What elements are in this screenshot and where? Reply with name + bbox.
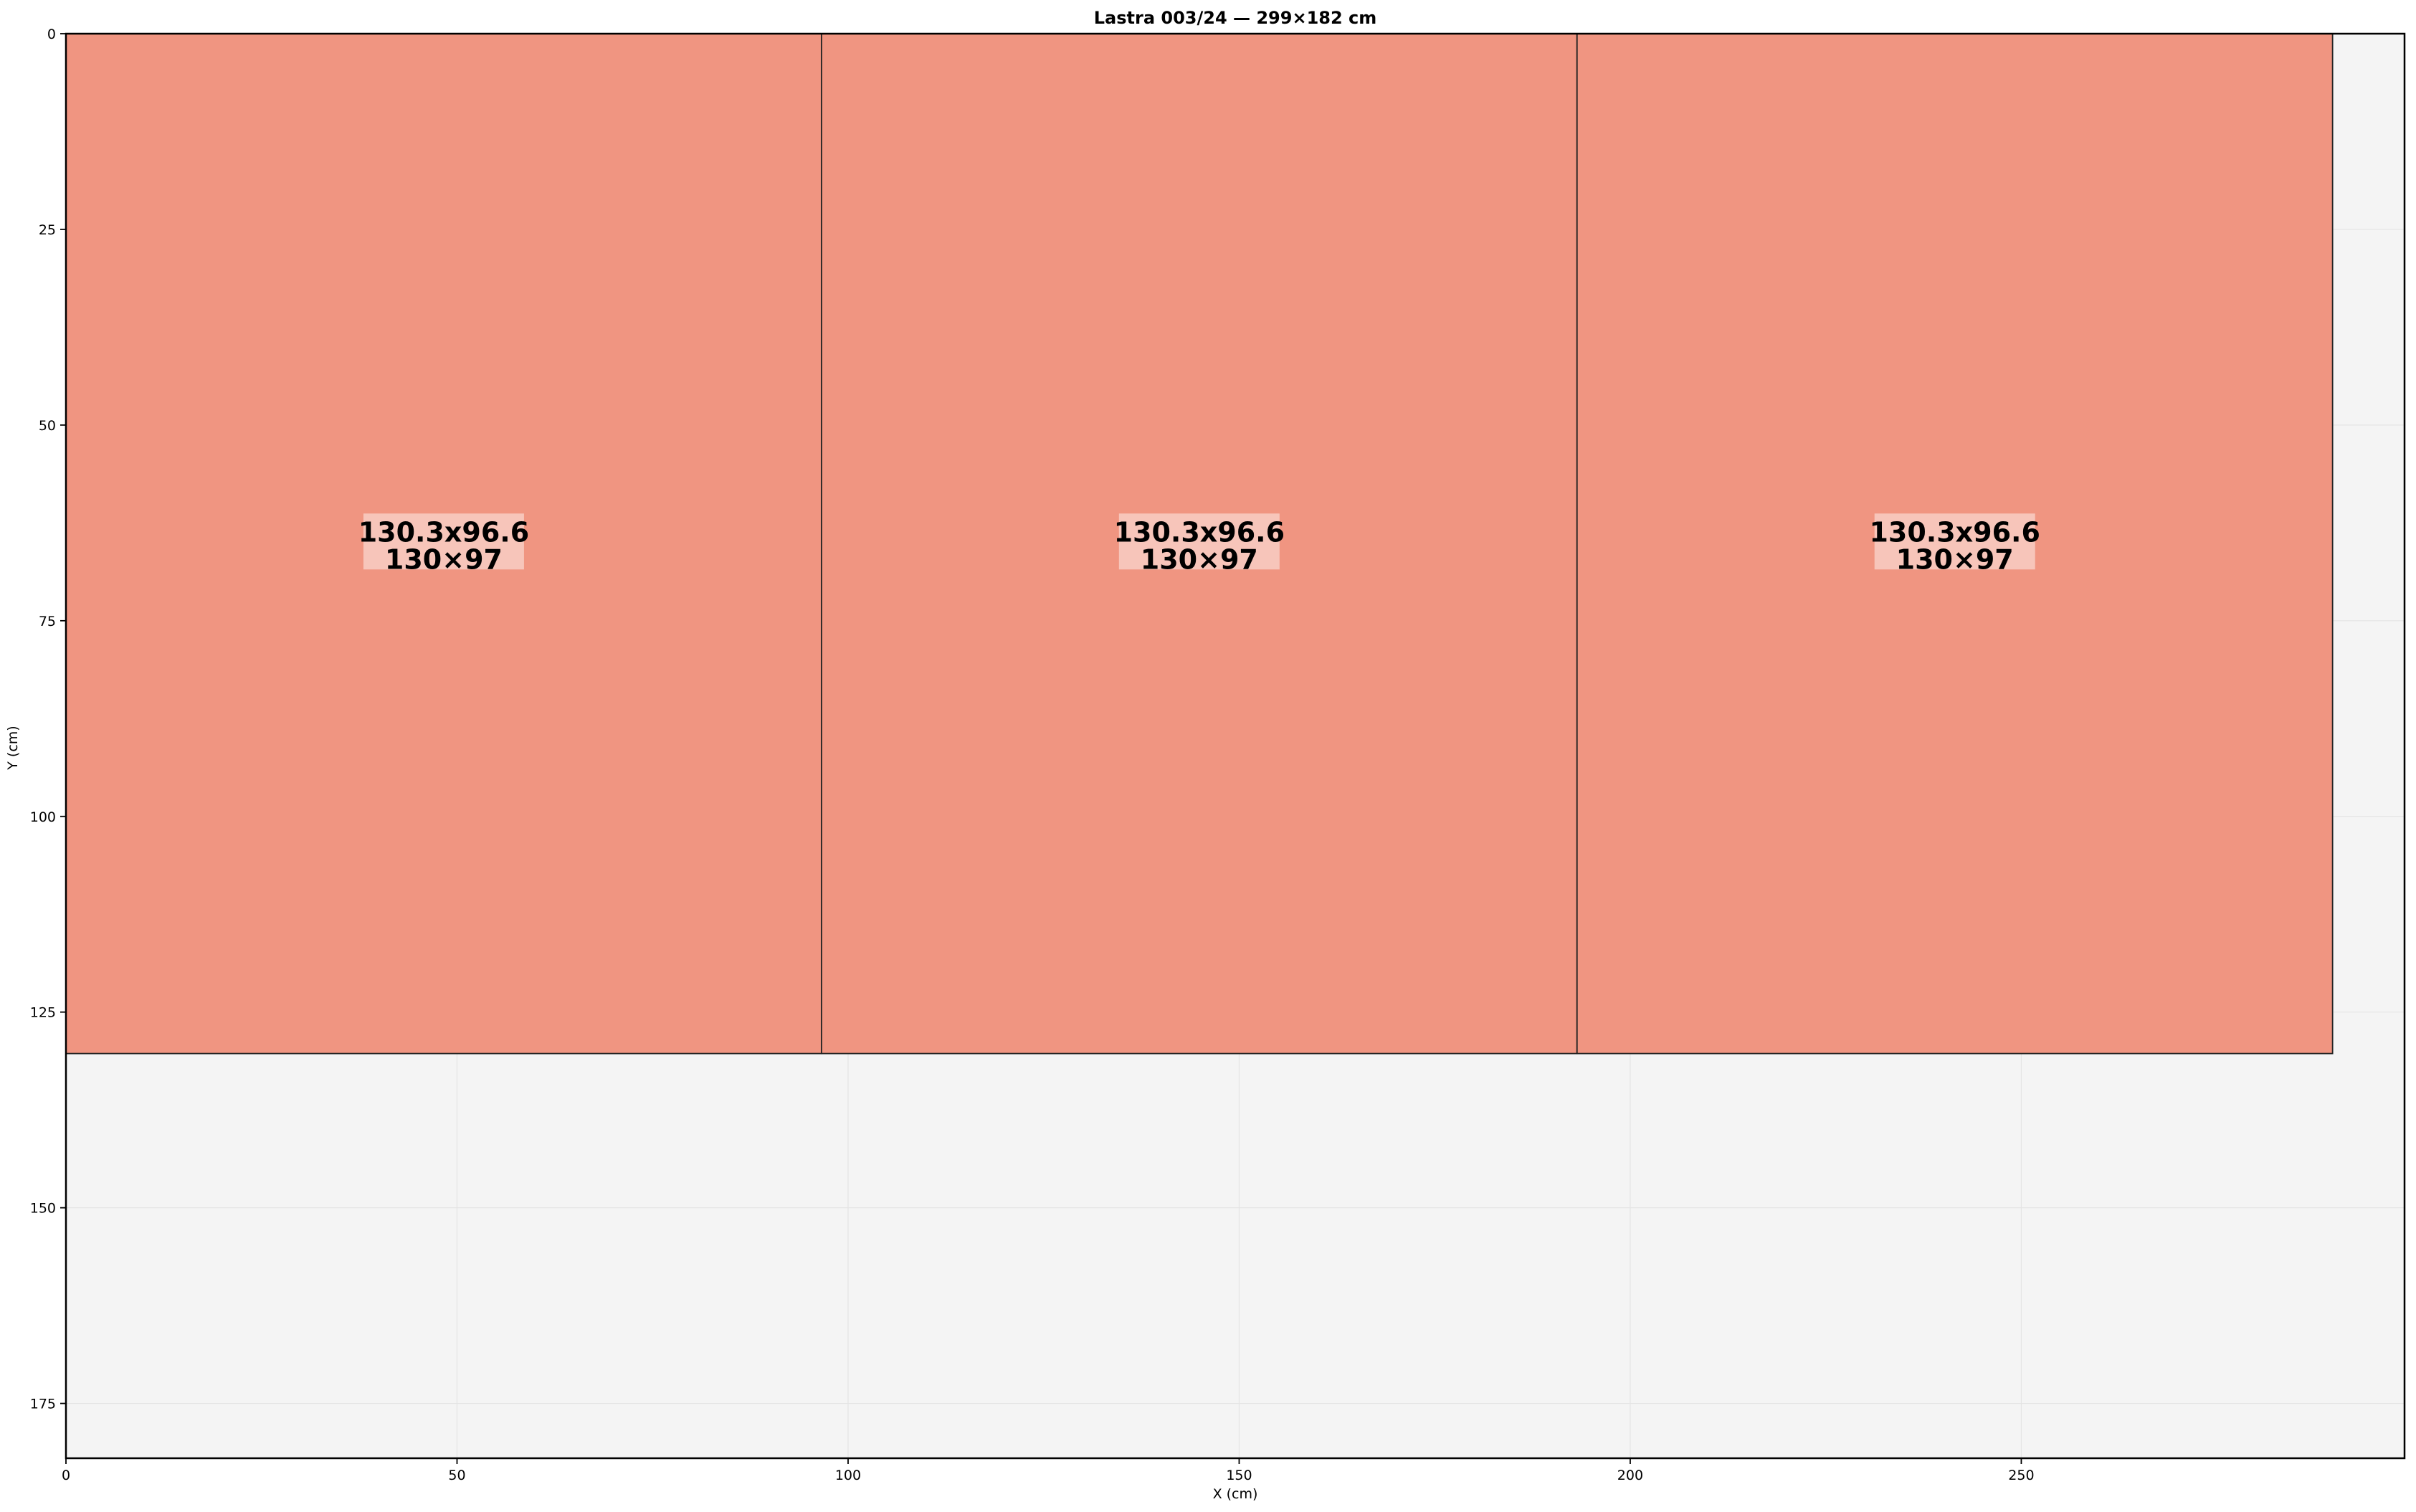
x-axis-label: X (cm) <box>1213 1486 1258 1502</box>
piece-label-measured: 130.3x96.6 <box>1869 516 2040 548</box>
piece-label-nominal: 130×97 <box>385 543 503 575</box>
y-tick-label: 100 <box>30 809 56 825</box>
y-tick-label: 150 <box>30 1201 56 1217</box>
y-axis-label: Y (cm) <box>5 726 21 770</box>
piece-label-box <box>1118 513 1280 570</box>
x-tick-label: 0 <box>62 1468 70 1483</box>
piece-label-box <box>363 513 524 570</box>
y-tick-label: 0 <box>47 27 56 42</box>
x-tick-label: 250 <box>2008 1468 2034 1483</box>
y-tick-label: 25 <box>39 222 56 238</box>
pieces: 130.3x96.6130×97130.3x96.6130×97130.3x96… <box>65 33 2334 1055</box>
piece-rect <box>65 33 822 1055</box>
piece-label-nominal: 130×97 <box>1141 543 1258 575</box>
piece-rect <box>820 33 1578 1055</box>
piece-label-box <box>1874 513 2035 570</box>
plot-frame <box>65 32 2406 1460</box>
piece-label-measured: 130.3x96.6 <box>1114 516 1285 548</box>
piece-label-measured: 130.3x96.6 <box>358 516 529 548</box>
y-tick-label: 125 <box>30 1005 56 1021</box>
x-tick-label: 150 <box>1226 1468 1252 1483</box>
y-tick-label: 50 <box>39 418 56 434</box>
x-tick-label: 100 <box>835 1468 861 1483</box>
axis-ticks: 0 50 100 150 200 250 0 25 50 75 100 125 150 175 <box>30 27 2035 1483</box>
x-tick-label: 200 <box>1617 1468 1643 1483</box>
chart-title: Lastra 003/24 — 299×182 cm <box>1094 8 1377 28</box>
piece-rect <box>1576 33 2334 1055</box>
x-tick-label: 50 <box>448 1468 465 1483</box>
y-tick-label: 75 <box>39 614 56 629</box>
y-tick-label: 175 <box>30 1397 56 1412</box>
piece-label-nominal: 130×97 <box>1896 543 2014 575</box>
